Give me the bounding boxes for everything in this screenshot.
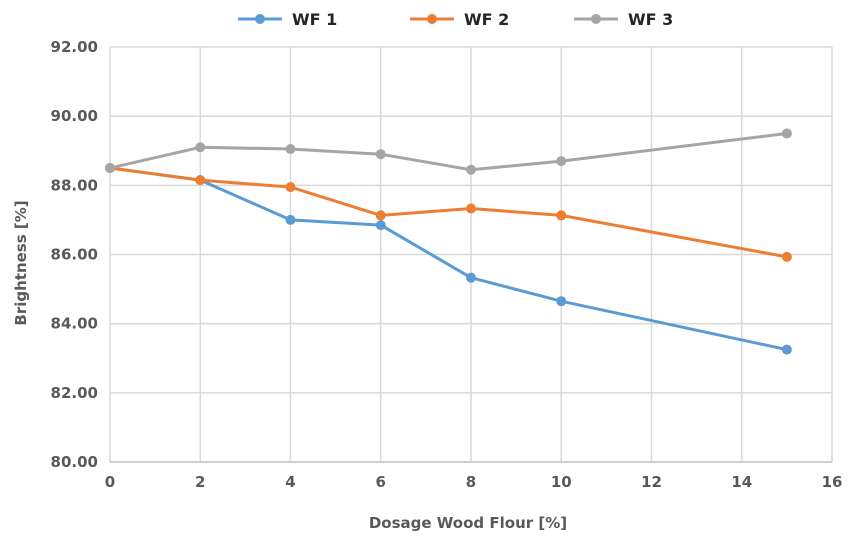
series-2 — [105, 163, 792, 262]
x-tick-label: 0 — [105, 473, 115, 491]
legend-marker — [427, 14, 437, 24]
legend-item: WF 3 — [574, 10, 673, 29]
data-point — [195, 142, 206, 153]
legend-item: WF 2 — [410, 10, 509, 29]
data-point — [285, 144, 296, 155]
data-point — [556, 296, 567, 307]
data-point — [781, 128, 792, 139]
x-tick-label: 10 — [551, 473, 572, 491]
data-point — [285, 182, 296, 193]
y-axis-ticks: 80.00 82.00 84.00 86.00 88.00 90.00 92.00 — [51, 38, 98, 471]
series-line — [108, 166, 789, 259]
x-tick-label: 12 — [641, 473, 662, 491]
grid — [109, 46, 833, 463]
data-point — [781, 344, 792, 355]
y-tick-label: 80.00 — [51, 453, 98, 471]
x-tick-label: 2 — [195, 473, 205, 491]
data-point — [466, 272, 476, 283]
y-tick-label: 84.00 — [51, 315, 98, 333]
x-tick-label: 14 — [731, 473, 752, 491]
y-tick-label: 88.00 — [51, 176, 98, 194]
y-tick-label: 90.00 — [51, 107, 98, 125]
legend-marker — [591, 14, 601, 24]
data-point — [466, 203, 476, 214]
data-point — [556, 156, 567, 167]
series-line — [108, 166, 789, 352]
x-axis-ticks: 0 2 4 6 8 10 12 14 16 — [105, 473, 843, 491]
series-1 — [105, 163, 792, 355]
data-point — [556, 210, 567, 221]
legend-marker — [255, 14, 265, 24]
data-point — [285, 214, 296, 225]
x-axis-title: Dosage Wood Flour [%] — [369, 514, 567, 532]
legend: WF 1 WF 2 WF 3 — [238, 10, 673, 29]
series-layer — [105, 128, 792, 355]
y-tick-label: 92.00 — [51, 38, 98, 56]
x-tick-label: 16 — [822, 473, 843, 491]
legend-item: WF 1 — [238, 10, 337, 29]
data-point — [375, 149, 386, 160]
data-point — [105, 163, 115, 174]
x-tick-label: 4 — [285, 473, 295, 491]
series-3 — [105, 128, 792, 175]
data-point — [375, 210, 386, 221]
x-tick-label: 6 — [376, 473, 386, 491]
data-point — [466, 164, 476, 175]
y-tick-label: 82.00 — [51, 384, 98, 402]
y-tick-label: 86.00 — [51, 246, 98, 264]
legend-label: WF 1 — [292, 10, 337, 29]
data-point — [375, 220, 386, 231]
data-point — [195, 175, 206, 186]
legend-label: WF 2 — [464, 10, 509, 29]
x-tick-label: 8 — [466, 473, 476, 491]
legend-label: WF 3 — [628, 10, 673, 29]
y-axis-title: Brightness [%] — [12, 200, 30, 325]
series-line — [108, 132, 789, 172]
data-point — [781, 251, 792, 262]
